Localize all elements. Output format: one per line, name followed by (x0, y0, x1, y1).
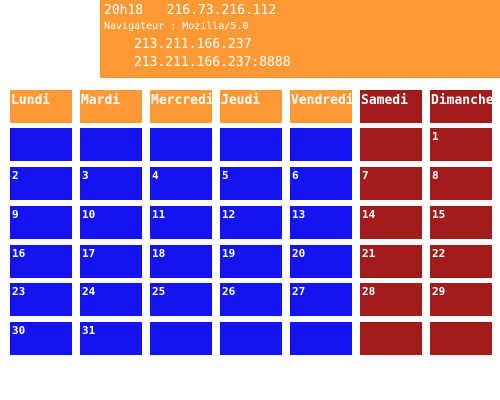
navigator-text: Navigateur : Mozilla/5.0 (104, 21, 249, 32)
header-dimanche: Dimanche (430, 90, 492, 123)
day-cell[interactable]: 16 (10, 245, 72, 278)
day-cell[interactable]: 11 (150, 206, 212, 239)
day-cell[interactable] (360, 322, 422, 355)
header-vendredi: Vendredi (290, 90, 352, 123)
day-cell[interactable] (150, 128, 212, 161)
time-text: 20h18 (104, 3, 144, 18)
ip-primary-text: 216.73.216.112 (166, 3, 277, 18)
day-cell[interactable]: 9 (10, 206, 72, 239)
day-cell[interactable]: 29 (430, 283, 492, 316)
day-cell[interactable]: 14 (360, 206, 422, 239)
info-panel: 20h18 216.73.216.112 Navigateur : Mozill… (100, 0, 500, 78)
header-mardi: Mardi (80, 90, 142, 123)
header-jeudi: Jeudi (220, 90, 282, 123)
time-ip-line: 20h18 216.73.216.112 (104, 3, 276, 18)
day-cell[interactable]: 22 (430, 245, 492, 278)
day-cell[interactable] (220, 128, 282, 161)
header-lundi: Lundi (10, 90, 72, 123)
day-cell[interactable]: 5 (220, 167, 282, 200)
day-cell[interactable]: 18 (150, 245, 212, 278)
day-cell[interactable]: 19 (220, 245, 282, 278)
day-cell[interactable] (80, 128, 142, 161)
day-cell[interactable]: 15 (430, 206, 492, 239)
day-cell[interactable] (220, 322, 282, 355)
day-cell[interactable] (430, 322, 492, 355)
day-cell[interactable]: 6 (290, 167, 352, 200)
day-cell[interactable]: 17 (80, 245, 142, 278)
day-cell[interactable]: 10 (80, 206, 142, 239)
day-cell[interactable] (290, 322, 352, 355)
day-cell[interactable] (150, 322, 212, 355)
header-mercredi: Mercredi (150, 90, 212, 123)
day-cell[interactable]: 23 (10, 283, 72, 316)
day-cell[interactable] (290, 128, 352, 161)
day-cell[interactable]: 8 (430, 167, 492, 200)
day-cell[interactable]: 12 (220, 206, 282, 239)
day-cell[interactable]: 3 (80, 167, 142, 200)
day-cell[interactable]: 1 (430, 128, 492, 161)
day-cell[interactable]: 13 (290, 206, 352, 239)
day-cell[interactable]: 20 (290, 245, 352, 278)
day-cell[interactable]: 28 (360, 283, 422, 316)
header-samedi: Samedi (360, 90, 422, 123)
day-cell[interactable]: 25 (150, 283, 212, 316)
day-cell[interactable]: 7 (360, 167, 422, 200)
day-cell[interactable] (360, 128, 422, 161)
day-cell[interactable]: 31 (80, 322, 142, 355)
day-cell[interactable]: 21 (360, 245, 422, 278)
day-cell[interactable]: 24 (80, 283, 142, 316)
day-cell[interactable]: 27 (290, 283, 352, 316)
ip-secondary-text: 213.211.166.237 (134, 37, 252, 52)
day-cell[interactable]: 30 (10, 322, 72, 355)
ip-with-port-text: 213.211.166.237:8888 (134, 55, 291, 70)
day-cell[interactable]: 2 (10, 167, 72, 200)
day-cell[interactable] (10, 128, 72, 161)
day-cell[interactable]: 26 (220, 283, 282, 316)
day-cell[interactable]: 4 (150, 167, 212, 200)
